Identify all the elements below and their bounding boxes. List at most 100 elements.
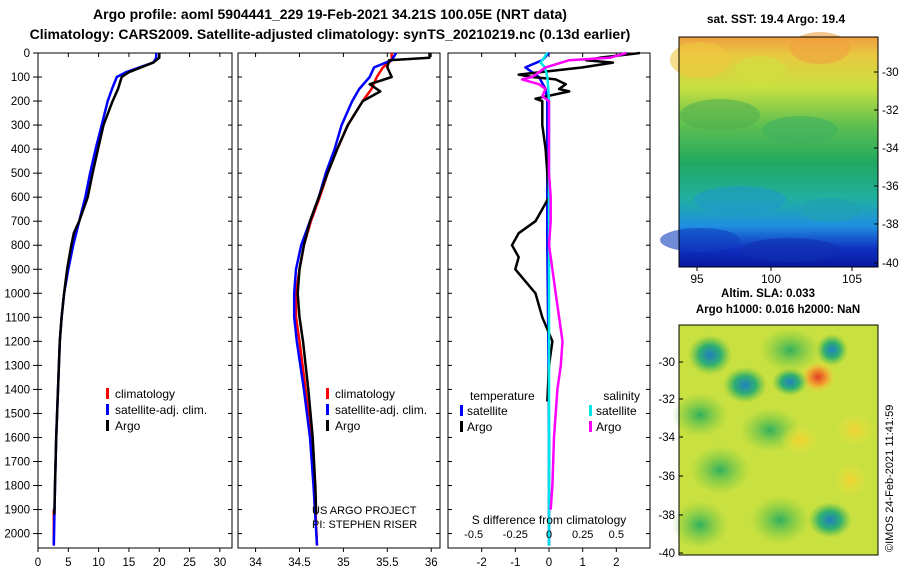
series-line-argo xyxy=(53,53,161,515)
depth-tick-label: 700 xyxy=(11,216,30,228)
depth-tick-label: 1100 xyxy=(5,312,30,324)
sla-blob xyxy=(835,412,875,448)
plot-title-line1: Argo profile: aoml 5904441_229 19-Feb-20… xyxy=(93,6,567,22)
chart-frame xyxy=(37,52,233,549)
sla-blob xyxy=(688,335,732,375)
sst-texture xyxy=(734,56,786,84)
sst-texture xyxy=(680,99,760,131)
x-tick-label: 35 xyxy=(337,557,350,569)
x-tick-label-salinity: -0.25 xyxy=(503,529,528,541)
depth-tick-label: 1800 xyxy=(4,481,30,493)
panel3-title: S difference from climatology xyxy=(472,513,627,527)
depth-tick-label: 1900 xyxy=(4,505,30,517)
sst-texture xyxy=(740,238,840,262)
legend-label: Argo xyxy=(596,420,622,434)
legend-label: satellite-adj. clim. xyxy=(335,403,427,417)
legend-label: Argo xyxy=(467,420,493,434)
x-tick-label-salinity: 0.5 xyxy=(609,529,624,541)
sla-blob xyxy=(772,368,808,396)
legend-label: Argo xyxy=(115,419,141,433)
series-line-salinity-argo xyxy=(520,51,627,510)
sst-map-frame xyxy=(678,36,879,268)
sst-y-tick-label: -36 xyxy=(882,181,899,193)
sst-texture xyxy=(660,228,740,252)
depth-tick-label: 1600 xyxy=(4,432,30,444)
sla-y-tick-label: -36 xyxy=(658,471,675,483)
chart-frame xyxy=(237,52,441,549)
plot-title-line2: Climatology: CARS2009. Satellite-adjuste… xyxy=(29,26,631,42)
legend-swatch xyxy=(589,405,592,416)
legend-label: satellite xyxy=(596,404,637,418)
series-line-satellite-adj-clim- xyxy=(52,53,158,546)
legend-swatch xyxy=(589,421,592,432)
sst-map-title: sat. SST: 19.4 Argo: 19.4 xyxy=(707,12,846,26)
sla-y-tick-label: -32 xyxy=(658,394,675,406)
x-tick-label: 35.5 xyxy=(376,557,398,569)
x-tick-label: 25 xyxy=(183,557,196,569)
depth-tick-label: 900 xyxy=(11,264,30,276)
x-tick-label-salinity: -0.5 xyxy=(464,529,483,541)
x-tick-label: 0 xyxy=(35,557,41,569)
sla-y-tick-label: -30 xyxy=(658,357,675,369)
sla-blob xyxy=(780,424,820,456)
legend-label: Argo xyxy=(335,419,361,433)
x-tick-label: 15 xyxy=(123,557,136,569)
credit-line1: US ARGO PROJECT xyxy=(312,505,417,517)
sla-y-tick-label: -40 xyxy=(658,548,675,560)
depth-tick-label: 800 xyxy=(11,240,30,252)
x-tick-label: 34.5 xyxy=(288,557,310,569)
sst-x-tick-label: 105 xyxy=(842,272,862,286)
sla-blob xyxy=(800,361,836,393)
depth-tick-label: 1400 xyxy=(4,384,30,396)
legend-swatch xyxy=(326,420,329,431)
legend-swatch xyxy=(106,388,109,399)
legend-label: satellite-adj. clim. xyxy=(115,403,207,417)
series-line-climatology xyxy=(294,53,393,546)
legend-swatch xyxy=(106,420,109,431)
depth-tick-label: 500 xyxy=(11,168,30,180)
sla-blob xyxy=(672,501,728,549)
sst-texture xyxy=(694,186,786,214)
depth-tick-label: 1300 xyxy=(4,360,30,372)
sst-texture xyxy=(670,42,730,78)
sst-texture xyxy=(790,32,850,64)
sst-texture xyxy=(800,198,860,222)
sst-texture xyxy=(762,116,838,144)
x-tick-label-salinity: 0.25 xyxy=(572,529,593,541)
depth-tick-label: 600 xyxy=(11,192,30,204)
series-line-satellite-adj-clim- xyxy=(292,52,398,546)
depth-tick-label: 1000 xyxy=(4,288,30,300)
series-line-temperature-argo xyxy=(510,51,641,402)
sla-map-title-line1: Altim. SLA: 0.033 xyxy=(721,288,815,300)
copyright-text: ©IMOS 24-Feb-2021 11:41:59 xyxy=(884,404,896,552)
depth-tick-label: 0 xyxy=(24,48,30,60)
sla-blob xyxy=(750,496,810,544)
depth-tick-label: 1200 xyxy=(4,336,30,348)
x-tick-label: -1 xyxy=(510,557,520,569)
depth-tick-label: 1500 xyxy=(4,408,30,420)
sst-y-tick-label: -38 xyxy=(882,219,899,231)
depth-tick-label: 1700 xyxy=(4,456,30,468)
sst-y-tick-label: -32 xyxy=(882,105,899,117)
sla-map-title-line2: Argo h1000: 0.016 h2000: NaN xyxy=(696,304,860,316)
sla-blob xyxy=(690,446,750,494)
sla-map-frame xyxy=(678,324,879,556)
sla-blob xyxy=(723,367,767,403)
depth-tick-label: 100 xyxy=(11,72,30,84)
depth-tick-label: 2000 xyxy=(4,529,30,541)
legend-swatch xyxy=(460,405,463,416)
x-tick-label: 34 xyxy=(249,557,262,569)
depth-tick-label: 200 xyxy=(11,96,30,108)
legend-swatch xyxy=(326,388,329,399)
credit-line2: PI: STEPHEN RISER xyxy=(312,519,417,531)
legend-title-salinity: salinity xyxy=(603,389,640,403)
x-tick-label: -2 xyxy=(477,557,487,569)
legend-label: satellite xyxy=(467,404,508,418)
sla-blob xyxy=(760,328,820,372)
legend-swatch xyxy=(460,421,463,432)
x-tick-label-salinity: 0 xyxy=(546,529,552,541)
sla-y-tick-label: -38 xyxy=(658,510,675,522)
sla-blob xyxy=(832,462,868,498)
series-line-argo xyxy=(296,53,431,515)
sla-blob xyxy=(816,334,848,366)
